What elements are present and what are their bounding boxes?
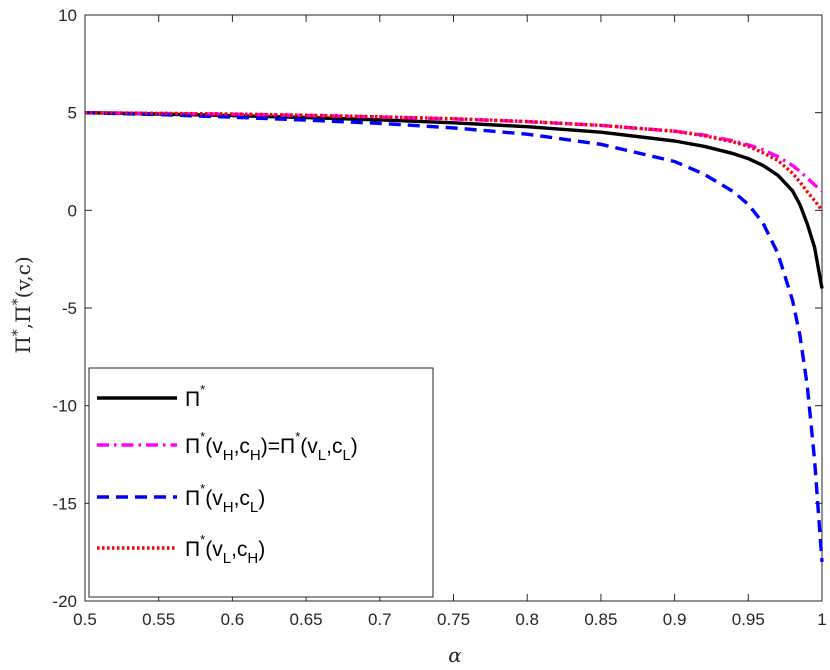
x-tick-label: 0.65	[290, 610, 323, 629]
y-tick-label: 0	[68, 201, 77, 220]
legend-label-3: Π*(vH,cL)	[185, 481, 265, 516]
x-tick-label: 0.6	[221, 610, 245, 629]
x-tick-label: 0.55	[142, 610, 175, 629]
x-tick-label: 0.85	[584, 610, 617, 629]
x-tick-label: 1	[817, 610, 826, 629]
x-tick-label: 0.95	[732, 610, 765, 629]
legend-label-4: Π*(vL,cH)	[185, 532, 265, 567]
series-line-3	[84, 111, 824, 563]
legend-label-2: Π*(vH,cH)=Π*(vL,cL)	[185, 429, 358, 464]
series-line-4	[84, 111, 824, 212]
x-tick-label: 0.5	[73, 610, 97, 629]
y-tick-label: -20	[52, 592, 77, 611]
legend: Π* Π*(vH,cH)=Π*(vL,cL) Π*(vH,cL) Π*(vL,cH)	[88, 367, 434, 598]
y-axis-title: Π*,Π*(v,c)	[10, 256, 35, 353]
series-lines	[84, 111, 824, 563]
y-tick-label: 5	[68, 104, 77, 123]
x-axis: 0.5 0.55 0.6 0.65 0.7 0.75 0.8 0.85 0.9 0.95 1	[73, 15, 827, 629]
x-tick-label: 0.8	[515, 610, 539, 629]
y-tick-label: -5	[62, 299, 77, 318]
y-tick-label: -10	[52, 397, 77, 416]
y-tick-label: 10	[58, 6, 77, 25]
x-tick-label: 0.75	[437, 610, 470, 629]
y-tick-label: -15	[52, 494, 77, 513]
x-tick-label: 0.7	[368, 610, 392, 629]
legend-box	[88, 367, 434, 598]
x-tick-label: 0.9	[663, 610, 687, 629]
legend-label-1: Π*	[185, 382, 205, 411]
series-line-1	[84, 111, 824, 289]
x-axis-title: α	[448, 643, 462, 667]
y-axis: 10 5 0 -5 -10 -15 -20	[52, 6, 822, 611]
